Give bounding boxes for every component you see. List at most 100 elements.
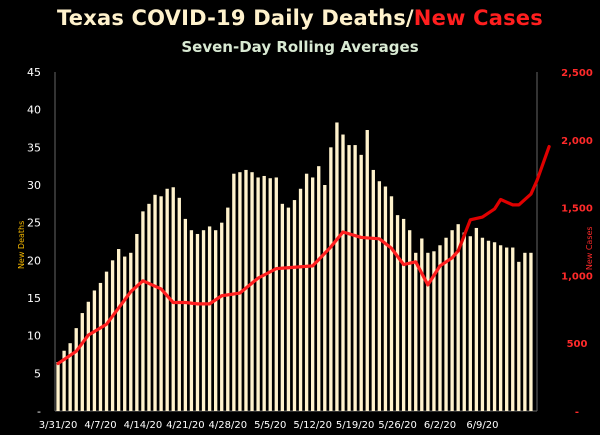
bar-new-deaths bbox=[110, 260, 115, 411]
y-axis-right-label: New Cases bbox=[585, 226, 594, 270]
y-tick-left: 5 bbox=[34, 367, 41, 380]
x-tick-label: 6/9/20 bbox=[466, 420, 498, 431]
bar-new-deaths bbox=[468, 236, 472, 411]
bar-new-deaths bbox=[153, 194, 157, 411]
bar-new-deaths bbox=[517, 261, 521, 411]
bar-new-deaths bbox=[165, 188, 169, 411]
y-tick-right: 2,000 bbox=[561, 136, 593, 147]
bar-new-deaths bbox=[401, 218, 406, 411]
y-tick-left: 30 bbox=[27, 179, 41, 192]
bar-new-deaths bbox=[408, 230, 412, 411]
y-tick-left: 15 bbox=[27, 292, 41, 305]
bar-new-deaths bbox=[159, 196, 163, 411]
bar-new-deaths bbox=[123, 256, 127, 411]
bar-new-deaths bbox=[268, 178, 272, 411]
bar-new-deaths bbox=[341, 134, 345, 411]
bar-new-deaths bbox=[529, 252, 533, 411]
y-tick-right: 500 bbox=[567, 339, 588, 350]
y-tick-left: 10 bbox=[27, 330, 41, 343]
bar-new-deaths bbox=[207, 226, 212, 411]
bar-new-deaths bbox=[523, 252, 527, 411]
bar-new-deaths bbox=[62, 350, 66, 411]
bar-new-deaths bbox=[129, 252, 133, 411]
bar-new-deaths bbox=[80, 313, 84, 411]
bar-new-deaths bbox=[462, 232, 466, 411]
bar-new-deaths bbox=[347, 145, 351, 411]
bar-new-deaths bbox=[92, 290, 97, 411]
chart-title: Texas COVID-19 Daily Deaths/New Cases bbox=[0, 6, 600, 30]
x-tick-label: 5/12/20 bbox=[293, 420, 332, 431]
bar-new-deaths bbox=[250, 172, 254, 411]
x-tick-label: 4/7/20 bbox=[84, 420, 116, 431]
y-tick-left: - bbox=[37, 405, 41, 418]
bar-new-deaths bbox=[486, 240, 491, 411]
y-tick-left: 20 bbox=[27, 254, 41, 267]
x-tick-label: 4/21/20 bbox=[166, 420, 205, 431]
chart-title-cases: New Cases bbox=[413, 6, 543, 30]
bar-new-deaths bbox=[395, 215, 400, 411]
bar-new-deaths bbox=[274, 177, 278, 411]
bar-new-deaths bbox=[365, 130, 369, 412]
x-tick-label: 6/2/20 bbox=[424, 420, 456, 431]
bar-new-deaths bbox=[450, 230, 454, 411]
bar-new-deaths bbox=[329, 147, 333, 412]
bar-new-deaths bbox=[311, 177, 315, 411]
bar-new-deaths bbox=[262, 175, 266, 411]
x-tick-label: 5/19/20 bbox=[336, 420, 375, 431]
chart-title-deaths: Texas COVID-19 Daily Deaths/ bbox=[57, 6, 414, 30]
bar-new-deaths bbox=[292, 200, 297, 411]
bar-new-deaths bbox=[226, 207, 230, 411]
bar-new-deaths bbox=[444, 237, 448, 411]
bar-new-deaths bbox=[480, 237, 485, 411]
bar-new-deaths bbox=[147, 203, 151, 411]
bar-new-deaths bbox=[141, 211, 145, 411]
bar-new-deaths bbox=[498, 245, 503, 411]
bar-new-deaths bbox=[201, 230, 206, 411]
x-tick-label: 5/5/20 bbox=[254, 420, 286, 431]
bar-new-deaths bbox=[474, 227, 479, 411]
y-tick-right: 1,500 bbox=[561, 204, 593, 215]
bar-new-deaths bbox=[298, 188, 303, 411]
bar-new-deaths bbox=[492, 242, 497, 411]
y-tick-right: - bbox=[575, 407, 579, 418]
bar-new-deaths bbox=[432, 251, 436, 411]
bar-new-deaths bbox=[220, 222, 224, 411]
bar-new-deaths bbox=[317, 166, 321, 411]
chart-subtitle: Seven-Day Rolling Averages bbox=[181, 38, 419, 56]
bar-new-deaths bbox=[244, 169, 248, 411]
y-tick-left: 40 bbox=[27, 104, 41, 117]
bar-new-deaths bbox=[171, 187, 175, 411]
bar-new-deaths bbox=[116, 249, 121, 411]
bar-new-deaths bbox=[256, 177, 260, 411]
bar-new-deaths bbox=[353, 145, 357, 411]
bar-new-deaths bbox=[438, 245, 442, 411]
x-tick-label: 4/28/20 bbox=[209, 420, 248, 431]
bar-new-deaths bbox=[135, 233, 139, 411]
y-tick-left: 25 bbox=[27, 217, 41, 230]
bar-new-deaths bbox=[195, 233, 200, 411]
bar-new-deaths bbox=[104, 271, 109, 411]
bar-new-deaths bbox=[74, 328, 78, 411]
bar-new-deaths bbox=[304, 173, 309, 411]
bar-new-deaths bbox=[511, 247, 515, 411]
bar-new-deaths bbox=[86, 301, 91, 411]
bar-new-deaths bbox=[456, 224, 460, 411]
bar-new-deaths bbox=[420, 238, 424, 411]
bar-new-deaths bbox=[68, 343, 72, 411]
bar-new-deaths bbox=[189, 230, 194, 411]
bar-new-deaths bbox=[414, 252, 418, 411]
bar-new-deaths bbox=[377, 181, 382, 411]
line-new-cases-late bbox=[456, 144, 551, 253]
x-tick-label: 3/31/20 bbox=[39, 420, 78, 431]
bar-new-deaths bbox=[98, 282, 103, 411]
x-tick-label: 4/14/20 bbox=[124, 420, 163, 431]
bar-new-deaths bbox=[177, 197, 181, 411]
bar-new-deaths bbox=[383, 186, 388, 411]
bar-new-deaths bbox=[359, 154, 363, 411]
x-tick-label: 5/26/20 bbox=[378, 420, 417, 431]
bar-new-deaths bbox=[335, 122, 339, 412]
y-tick-left: 45 bbox=[27, 66, 41, 79]
y-axis-left-label: New Deaths bbox=[17, 221, 26, 269]
